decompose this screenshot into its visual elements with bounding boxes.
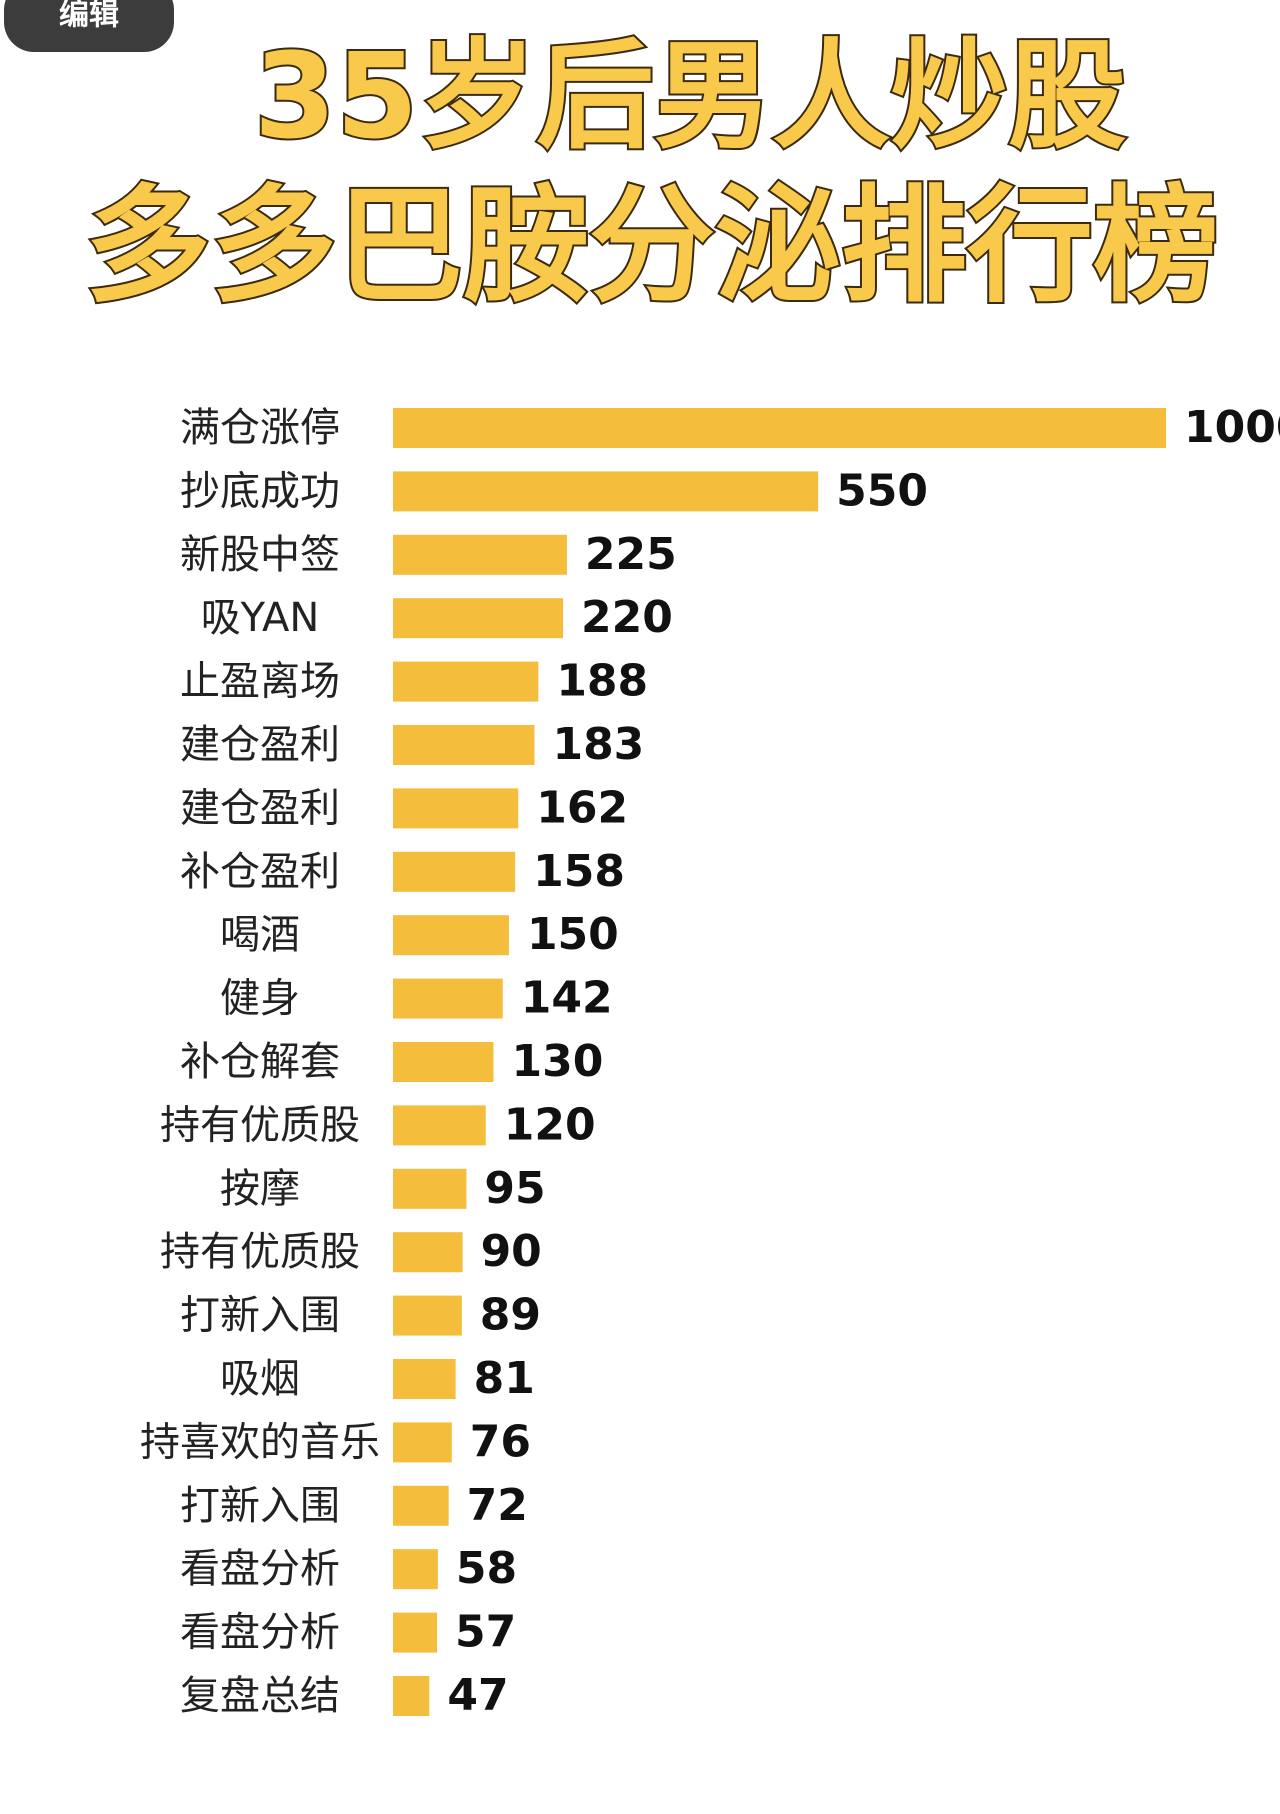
- bar: [393, 1295, 462, 1336]
- value-label: 81: [474, 1353, 535, 1404]
- value-label: 90: [481, 1226, 542, 1277]
- category-label: 建仓盈利: [180, 722, 340, 768]
- bar: [393, 598, 564, 639]
- category-label: 按摩: [220, 1166, 300, 1212]
- category-label: 补仓盈利: [180, 849, 340, 895]
- value-label: 1000: [1184, 402, 1280, 453]
- category-label: 打新入围: [180, 1483, 340, 1529]
- category-label: 打新入围: [180, 1293, 340, 1339]
- value-label: 58: [456, 1543, 517, 1594]
- value-label: 188: [556, 656, 648, 707]
- bar: [393, 408, 1166, 448]
- value-label: 72: [467, 1480, 528, 1531]
- category-label: 吸YAN: [201, 595, 320, 641]
- edit-button[interactable]: [4, 0, 174, 52]
- bar: [393, 1168, 467, 1209]
- value-label: 95: [484, 1163, 545, 1214]
- bar: [393, 788, 519, 829]
- bar: [393, 471, 819, 512]
- category-label: 持喜欢的音乐: [140, 1419, 380, 1465]
- category-label: 复盘总结: [180, 1673, 340, 1719]
- category-label: 看盘分析: [180, 1610, 340, 1656]
- bar: [393, 1612, 438, 1653]
- category-label: 抄底成功: [180, 468, 340, 514]
- category-label: 看盘分析: [180, 1546, 340, 1592]
- bar: [393, 1422, 452, 1463]
- bar: [393, 1105, 486, 1146]
- value-label: 142: [521, 973, 613, 1024]
- value-label: 89: [480, 1290, 541, 1341]
- value-label: 158: [533, 846, 625, 897]
- chart-subtitle: 多多巴胺分泌排行榜: [85, 173, 1219, 320]
- value-label: 220: [581, 592, 673, 643]
- bar: [393, 534, 567, 575]
- bar: [393, 1042, 494, 1082]
- category-label: 健身: [220, 976, 300, 1022]
- bar: [393, 661, 539, 702]
- value-label: 120: [504, 1099, 596, 1150]
- bar: [393, 725, 535, 765]
- category-label: 止盈离场: [180, 659, 340, 705]
- category-label: 满仓涨停: [180, 405, 340, 451]
- bar: [393, 1232, 463, 1273]
- bar: [393, 915, 509, 956]
- category-label: 喝酒: [220, 912, 300, 958]
- bar: [393, 851, 516, 892]
- value-label: 47: [447, 1670, 508, 1721]
- bar: [393, 1359, 456, 1399]
- bar: [393, 1676, 430, 1716]
- bar: [393, 978, 503, 1019]
- value-label: 57: [455, 1607, 516, 1658]
- value-label: 130: [511, 1036, 603, 1087]
- edit-button-label: 编辑: [59, 0, 119, 33]
- chart-title: 35岁后男人炒股: [254, 27, 1126, 165]
- value-label: 225: [585, 529, 677, 580]
- bar: [393, 1485, 449, 1526]
- value-label: 550: [836, 465, 928, 516]
- value-label: 183: [552, 719, 644, 770]
- category-label: 补仓解套: [180, 1039, 340, 1085]
- category-label: 持有优质股: [160, 1229, 360, 1275]
- category-label: 建仓盈利: [180, 785, 340, 831]
- value-label: 162: [536, 782, 628, 833]
- value-label: 76: [470, 1416, 531, 1467]
- category-label: 新股中签: [180, 532, 340, 578]
- bar: [393, 1549, 438, 1590]
- category-label: 吸烟: [220, 1356, 300, 1402]
- value-label: 150: [527, 909, 619, 960]
- category-label: 持有优质股: [160, 1102, 360, 1148]
